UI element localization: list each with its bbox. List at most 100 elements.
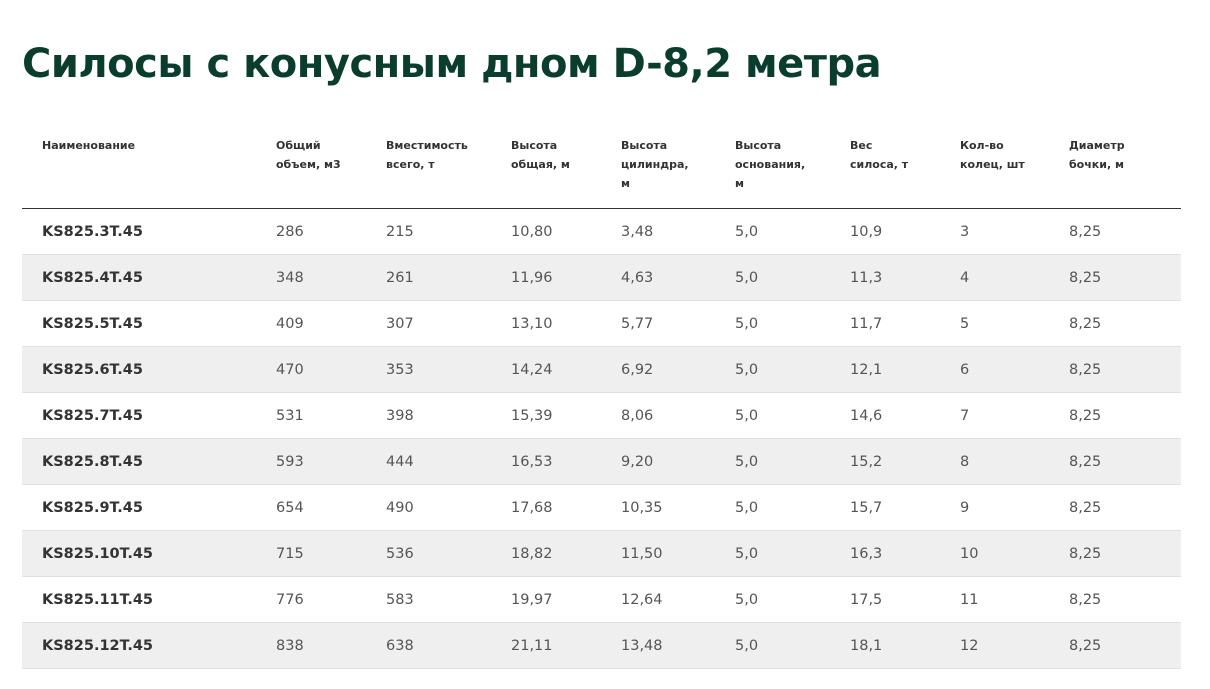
cell: 5,0 [715,208,830,255]
cell: 5,0 [715,622,830,669]
cell: 9,20 [601,438,715,485]
table-row: KS825.6T.45 470 353 14,24 6,92 5,0 12,1 6 8,25 [22,346,1181,393]
table-row: KS825.3T.45 286 215 10,80 3,48 5,0 10,9 3 8,25 [22,208,1181,255]
cell: 490 [366,484,491,531]
cell: 10,35 [601,484,715,531]
table-row: KS825.10T.45 715 536 18,82 11,50 5,0 16,3 10 8,2… [22,530,1181,577]
cell: 307 [366,300,491,347]
cell: 3 [940,208,1049,255]
cell: 353 [366,346,491,393]
cell: 5,0 [715,484,830,531]
cell: 5,0 [715,346,830,393]
cell: 638 [366,622,491,669]
table-row: KS825.8T.45 593 444 16,53 9,20 5,0 15,2 8 8,25 [22,438,1181,485]
cell: 398 [366,392,491,439]
cell: 6 [940,346,1049,393]
cell: 593 [256,438,366,485]
column-header: Кол-во колец, шт [940,130,1049,209]
cell: 8,25 [1049,392,1181,439]
cell: 5 [940,300,1049,347]
cell: 12 [940,622,1049,669]
cell: 8,25 [1049,208,1181,255]
cell: 4,63 [601,254,715,301]
header-text: Вес силоса, т [850,139,909,171]
cell: 15,39 [491,392,601,439]
cell: 11 [940,576,1049,623]
cell: 776 [256,576,366,623]
cell: 215 [366,208,491,255]
cell: 9 [940,484,1049,531]
model-name: KS825.10T.45 [22,530,256,577]
cell: 19,97 [491,576,601,623]
cell: 15,7 [830,484,940,531]
cell: 16,3 [830,530,940,577]
cell: 5,0 [715,392,830,439]
model-name: KS825.6T.45 [22,346,256,393]
model-name: KS825.3T.45 [22,208,256,255]
cell: 15,2 [830,438,940,485]
cell: 8,25 [1049,530,1181,577]
cell: 8,25 [1049,438,1181,485]
cell: 8 [940,438,1049,485]
column-header: Диаметр бочки, м [1049,130,1181,209]
cell: 10,80 [491,208,601,255]
model-name: KS825.5T.45 [22,300,256,347]
cell: 12,64 [601,576,715,623]
header-text: Высота цилиндра, м [621,139,689,190]
header-text: Наименование [42,139,136,152]
header-row: Наименование Общий объем, м3 Вместимость в… [22,130,1181,209]
cell: 17,68 [491,484,601,531]
cell: 14,6 [830,392,940,439]
table-row: KS825.4T.45 348 261 11,96 4,63 5,0 11,3 4 8,25 [22,254,1181,301]
cell: 8,06 [601,392,715,439]
cell: 536 [366,530,491,577]
header-text: Вместимость всего, т [386,139,468,171]
cell: 16,53 [491,438,601,485]
model-name: KS825.9T.45 [22,484,256,531]
cell: 654 [256,484,366,531]
column-header: Высота цилиндра, м [601,130,715,209]
column-header: Общий объем, м3 [256,130,366,209]
cell: 5,0 [715,300,830,347]
cell: 8,25 [1049,346,1181,393]
cell: 8,25 [1049,576,1181,623]
cell: 13,48 [601,622,715,669]
cell: 286 [256,208,366,255]
model-name: KS825.4T.45 [22,254,256,301]
table-row: KS825.9T.45 654 490 17,68 10,35 5,0 15,7 9 8,25 [22,484,1181,531]
cell: 11,50 [601,530,715,577]
cell: 18,1 [830,622,940,669]
cell: 409 [256,300,366,347]
model-name: KS825.7T.45 [22,392,256,439]
page-title: Силосы с конусным дном D-8,2 метра [22,41,882,87]
cell: 5,0 [715,254,830,301]
cell: 5,0 [715,530,830,577]
column-header: Наименование [22,130,256,209]
header-text: Кол-во колец, шт [960,139,1025,171]
cell: 11,7 [830,300,940,347]
cell: 11,3 [830,254,940,301]
column-header: Вес силоса, т [830,130,940,209]
header-text: Высота общая, м [511,139,570,171]
column-header: Высота общая, м [491,130,601,209]
cell: 5,77 [601,300,715,347]
cell: 5,0 [715,576,830,623]
cell: 18,82 [491,530,601,577]
cell: 470 [256,346,366,393]
cell: 21,11 [491,622,601,669]
cell: 715 [256,530,366,577]
cell: 444 [366,438,491,485]
column-header: Вместимость всего, т [366,130,491,209]
cell: 7 [940,392,1049,439]
header-text: Общий объем, м3 [276,139,341,171]
cell: 12,1 [830,346,940,393]
cell: 4 [940,254,1049,301]
cell: 3,48 [601,208,715,255]
cell: 8,25 [1049,254,1181,301]
column-header: Высота основания, м [715,130,830,209]
cell: 13,10 [491,300,601,347]
cell: 531 [256,392,366,439]
cell: 5,0 [715,438,830,485]
cell: 261 [366,254,491,301]
